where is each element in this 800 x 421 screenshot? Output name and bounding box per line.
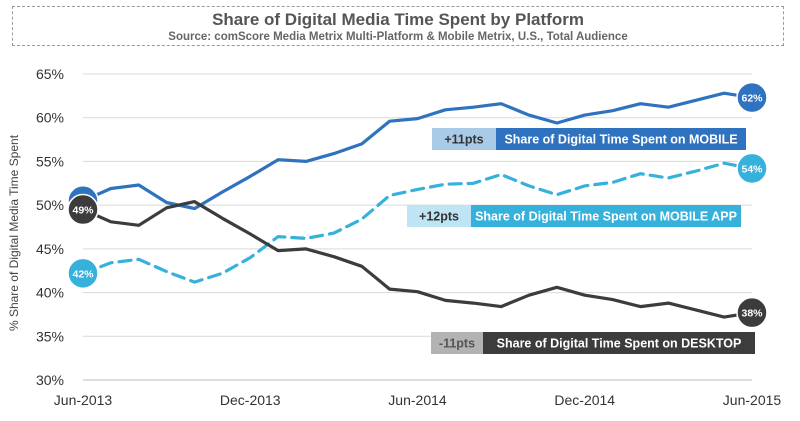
x-tick-label: Dec-2014 — [554, 392, 615, 408]
chart-title: Share of Digital Media Time Spent by Pla… — [212, 10, 584, 29]
y-tick-label: 45% — [36, 241, 64, 257]
series-callouts: +11pts Share of Digital Time Spent on MOB… — [407, 128, 755, 354]
series-change-label: +12pts — [419, 210, 459, 224]
series-change-box — [407, 205, 471, 227]
y-tick-label: 50% — [36, 197, 64, 213]
series-start-label: 42% — [72, 268, 94, 280]
series-start-label-marker — [67, 193, 99, 226]
series-markers: 51%62%42%54%49%38% — [67, 81, 768, 329]
series-name-label: Share of Digital Time Spent on DESKTOP — [497, 337, 742, 351]
series-line-1 — [81, 161, 754, 284]
series-end-label: 38% — [741, 308, 763, 320]
series-change-box — [432, 128, 496, 150]
x-axis: Jun-2013 Dec-2013 Jun-2014 Dec-2014 Jun-2015 — [54, 379, 782, 408]
series-line-0 — [81, 91, 754, 211]
series-lines — [81, 91, 754, 319]
chart-subtitle: Source: comScore Media Metrix Multi-Plat… — [168, 31, 628, 43]
series-end-label-marker — [736, 152, 768, 185]
series-name-label: Share of Digital Time Spent on MOBILE — [504, 133, 737, 147]
y-axis-label: % Share of Digital Media Time Spent — [7, 134, 21, 331]
series-change-label: -11pts — [439, 337, 475, 351]
series-name-box — [483, 332, 755, 354]
x-tick-label: Jun-2013 — [54, 392, 113, 408]
series-name-box — [496, 128, 746, 150]
y-tick-label: 65% — [36, 66, 64, 82]
y-tick-label: 40% — [36, 285, 64, 301]
y-tick-label: 35% — [36, 328, 64, 344]
x-tick-label: Jun-2015 — [723, 392, 782, 408]
series-name-label: Share of Digital Time Spent on MOBILE AP… — [475, 210, 737, 224]
series-end-label-marker — [736, 296, 768, 329]
y-tick-label: 30% — [36, 372, 64, 388]
x-tick-label: Jun-2014 — [388, 392, 447, 408]
series-change-box — [431, 332, 483, 354]
y-axis: 30% 35% 40% 45% 50% 55% 60% 65% — [36, 66, 64, 388]
series-start-label-marker — [67, 257, 99, 290]
series-name-box — [471, 205, 741, 227]
series-change-label: +11pts — [444, 133, 483, 147]
y-tick-label: 55% — [36, 153, 64, 169]
series-end-label: 54% — [741, 163, 763, 175]
series-line-2 — [81, 200, 754, 319]
series-end-label: 62% — [741, 93, 763, 105]
series-start-label: 49% — [72, 205, 94, 217]
series-end-label-marker — [736, 81, 768, 114]
x-tick-label: Dec-2013 — [220, 392, 281, 408]
chart-title-box: Share of Digital Media Time Spent by Pla… — [12, 6, 784, 46]
y-tick-label: 60% — [36, 110, 64, 126]
